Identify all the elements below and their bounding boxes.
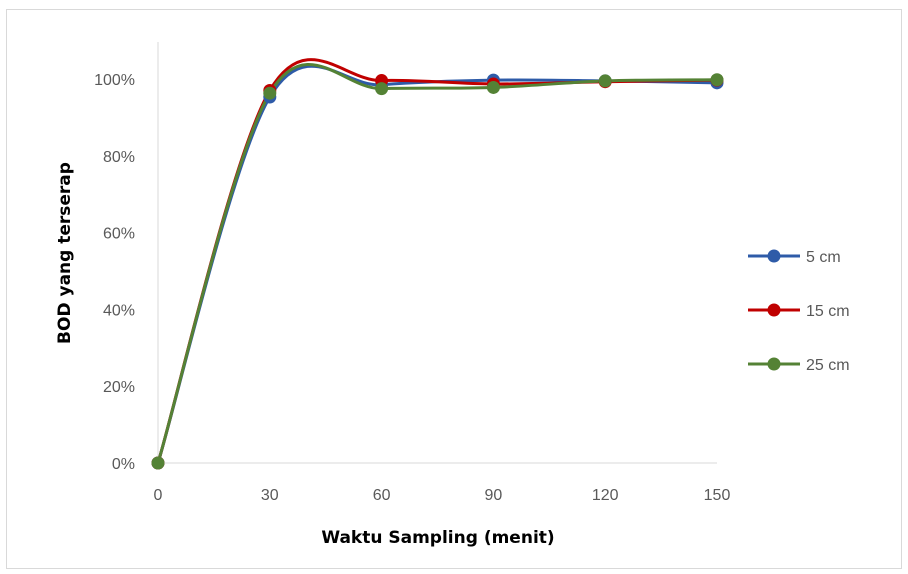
x-tick-label: 30 xyxy=(261,487,279,504)
legend: 5 cm 15 cm 25 cm xyxy=(748,249,850,374)
series-line-1 xyxy=(156,64,718,464)
series-line-2 xyxy=(156,58,718,464)
data-point xyxy=(710,73,724,87)
legend-marker xyxy=(767,303,781,317)
x-tick-labels: 0 30 60 90 120 150 xyxy=(154,487,731,504)
x-tick-label: 120 xyxy=(592,487,619,504)
data-point xyxy=(375,82,389,96)
legend-marker xyxy=(767,357,781,371)
y-axis-title: BOD yang terserap xyxy=(55,162,75,344)
legend-marker xyxy=(767,249,781,263)
legend-item: 5 cm xyxy=(748,249,841,266)
legend-label: 5 cm xyxy=(806,249,841,266)
legend-item: 25 cm xyxy=(748,357,850,374)
data-point xyxy=(263,86,277,100)
data-point xyxy=(486,80,500,94)
x-tick-label: 0 xyxy=(154,487,163,504)
chart-area xyxy=(6,9,902,569)
legend-label: 15 cm xyxy=(806,303,850,320)
legend-item: 15 cm xyxy=(748,303,850,320)
y-tick-label: 60% xyxy=(103,226,135,243)
y-tick-label: 40% xyxy=(103,302,135,319)
x-tick-label: 150 xyxy=(704,487,731,504)
series-points xyxy=(151,73,724,470)
series-line-3 xyxy=(156,62,718,464)
x-axis-title: Waktu Sampling (menit) xyxy=(321,528,554,548)
data-point xyxy=(151,456,165,470)
x-tick-label: 90 xyxy=(485,487,503,504)
data-point xyxy=(598,74,612,88)
y-tick-label: 100% xyxy=(94,72,135,89)
x-tick-label: 60 xyxy=(373,487,391,504)
series-lines xyxy=(156,58,718,464)
legend-label: 25 cm xyxy=(806,357,850,374)
y-tick-label: 20% xyxy=(103,379,135,396)
y-tick-label: 0% xyxy=(112,456,135,473)
y-tick-labels: 0% 20% 40% 60% 80% 100% xyxy=(94,72,135,473)
y-tick-label: 80% xyxy=(103,149,135,166)
